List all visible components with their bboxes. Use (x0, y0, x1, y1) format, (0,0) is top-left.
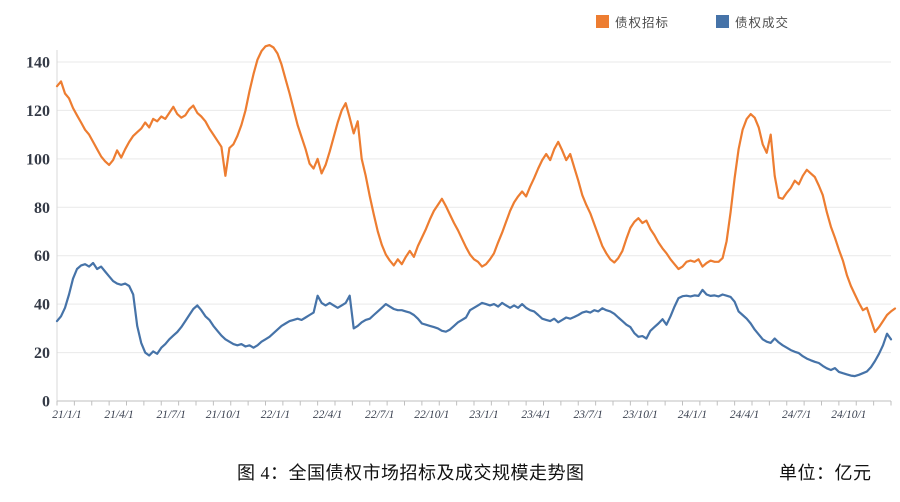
legend-swatch-orange-icon (596, 15, 609, 28)
series-line-1 (55, 261, 893, 378)
legend-label-deal: 债权成交 (735, 16, 790, 30)
caption-row: 图 4：全国债权市场招标及成交规模走势图 单位：亿元 (0, 459, 900, 489)
x-tick-label-21-10-1: 21/10/1 (206, 409, 241, 421)
y-tick-label-80: 80 (34, 200, 50, 217)
x-tick-label-21-1-1: 21/1/1 (52, 409, 81, 421)
legend-label-tender: 债权招标 (615, 16, 670, 30)
x-tick-label-24-10-1: 24/10/1 (831, 409, 866, 421)
x-tick-label-23-1-1: 23/1/1 (469, 409, 498, 421)
x-tick-label-24-4-1: 24/4/1 (730, 409, 759, 421)
x-tick-label-24-1-1: 24/1/1 (678, 409, 707, 421)
x-tick-label-22-1-1: 22/1/1 (261, 409, 290, 421)
x-tick-label-21-7-1: 21/7/1 (157, 409, 186, 421)
legend-item-tender: 债权招标 (596, 12, 669, 31)
y-tick-label-120: 120 (26, 103, 50, 120)
y-tick-label-0: 0 (42, 394, 50, 411)
y-tick-label-140: 140 (26, 55, 50, 72)
x-tick-label-23-4-1: 23/4/1 (521, 409, 550, 421)
x-tick-label-22-7-1: 22/7/1 (365, 409, 394, 421)
y-tick-label-100: 100 (26, 151, 50, 168)
x-tick-label-22-10-1: 22/10/1 (414, 409, 449, 421)
legend-item-deal: 债权成交 (716, 12, 789, 31)
legend-swatch-blue-icon (716, 15, 730, 28)
x-tick-label-23-10-1: 23/10/1 (623, 409, 658, 421)
y-tick-label-20: 20 (34, 345, 50, 362)
y-tick-label-60: 60 (34, 248, 50, 265)
x-tick-label-22-4-1: 22/4/1 (313, 409, 342, 421)
x-tick-label-23-7-1: 23/7/1 (574, 409, 603, 421)
line-chart-canvas: 0 20 40 60 80 100 120 140 21/1/1 21/4/1 21/7/1 21/1… (26, 43, 897, 421)
x-tick-label-21-4-1: 21/4/1 (104, 409, 133, 421)
x-tick-label-24-7-1: 24/7/1 (782, 409, 811, 421)
series-line-0 (55, 43, 897, 334)
y-tick-label-40: 40 (34, 297, 50, 314)
chart-legend: 债权招标 债权成交 (596, 12, 789, 31)
chart-caption: 图 4：全国债权市场招标及成交规模走势图 (237, 463, 585, 483)
chart-unit-label: 单位：亿元 (779, 463, 872, 483)
